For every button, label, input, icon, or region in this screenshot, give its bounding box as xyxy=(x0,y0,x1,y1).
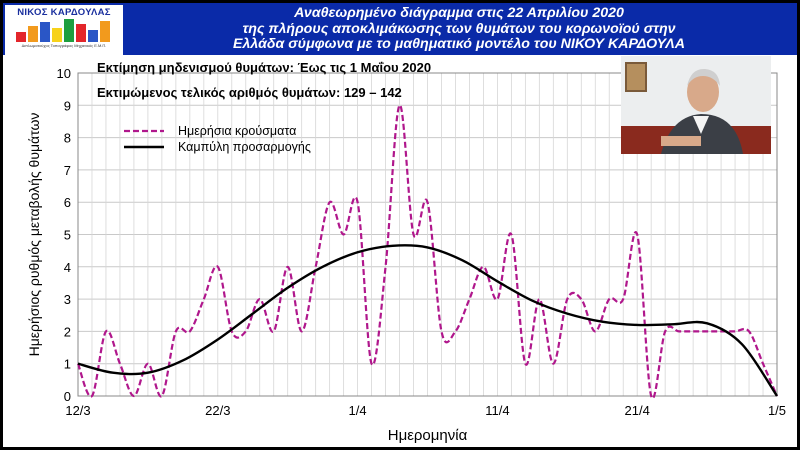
chart-axes xyxy=(77,72,778,397)
x-tick-label: 1/5 xyxy=(768,403,786,418)
y-tick-label: 4 xyxy=(64,260,71,275)
person-photo-icon xyxy=(621,56,771,154)
y-axis-label: Ημερήσιος ρυθμός μεταβολής θυμάτων xyxy=(26,113,42,357)
x-tick-label: 21/4 xyxy=(625,403,650,418)
chart-series xyxy=(76,104,779,400)
y-tick-label: 8 xyxy=(64,131,71,146)
x-tick-label: 1/4 xyxy=(349,403,367,418)
y-tick-label: 0 xyxy=(64,389,71,404)
y-tick-label: 3 xyxy=(64,292,71,307)
plot-border xyxy=(77,72,778,397)
chart-legend: Ημερήσια κρούσματα Καμπύλη προσαρμογής xyxy=(124,124,311,154)
x-tick-label: 22/3 xyxy=(205,403,230,418)
logo-bars-icon xyxy=(16,19,110,42)
header-bar: ΝΙΚΟΣ ΚΑΡΔΟΥΛΑΣ Διπλωματούχος Τοπογράφος… xyxy=(3,3,797,55)
x-axis-label: Ημερομηνία xyxy=(388,427,468,444)
y-tick-label: 6 xyxy=(64,195,71,210)
author-photo xyxy=(621,56,771,154)
y-tick-label: 1 xyxy=(64,357,71,372)
legend-daily-label: Ημερήσια κρούσματα xyxy=(178,124,296,138)
y-tick-label: 10 xyxy=(57,66,71,81)
y-tick-label: 7 xyxy=(64,163,71,178)
chart-ticks: 0 1 2 3 4 5 6 7 8 9 10 12/3 22/3 1/4 11/4 21/4 1/5 xyxy=(57,66,787,418)
y-tick-label: 9 xyxy=(64,98,71,113)
y-tick-label: 5 xyxy=(64,228,71,243)
logo: ΝΙΚΟΣ ΚΑΡΔΟΥΛΑΣ Διπλωματούχος Τοπογράφος… xyxy=(5,5,123,55)
annotation-total-deaths: Εκτιμώμενος τελικός αριθμός θυμάτων: 129… xyxy=(97,85,402,100)
annotation-zero-date: Εκτίμηση μηδενισμού θυμάτων: Έως τις 1 Μ… xyxy=(97,60,432,75)
x-tick-label: 12/3 xyxy=(65,403,90,418)
series-fit-line xyxy=(77,244,778,397)
x-tick-label: 11/4 xyxy=(485,403,509,418)
header-title: Αναθεωρημένο διάγραμμα στις 22 Απριλίου … xyxy=(127,5,791,53)
slide-frame: ΝΙΚΟΣ ΚΑΡΔΟΥΛΑΣ Διπλωματούχος Τοπογράφος… xyxy=(3,3,797,447)
y-tick-label: 2 xyxy=(64,324,71,339)
series-daily-line xyxy=(76,104,779,400)
logo-subtitle: Διπλωματούχος Τοπογράφος Μηχανικός Ε.Μ.Π… xyxy=(21,43,107,48)
title-line-2: της πλήρους αποκλιμάκωσης των θυμάτων το… xyxy=(242,20,676,37)
logo-name: ΝΙΚΟΣ ΚΑΡΔΟΥΛΑΣ xyxy=(17,7,111,18)
title-line-3: Ελλάδα σύμφωνα με το μαθηματικό μοντέλο … xyxy=(233,36,685,52)
title-line-1: Αναθεωρημένο διάγραμμα στις 22 Απριλίου … xyxy=(294,5,624,21)
legend-fit-label: Καμπύλη προσαρμογής xyxy=(178,140,311,154)
